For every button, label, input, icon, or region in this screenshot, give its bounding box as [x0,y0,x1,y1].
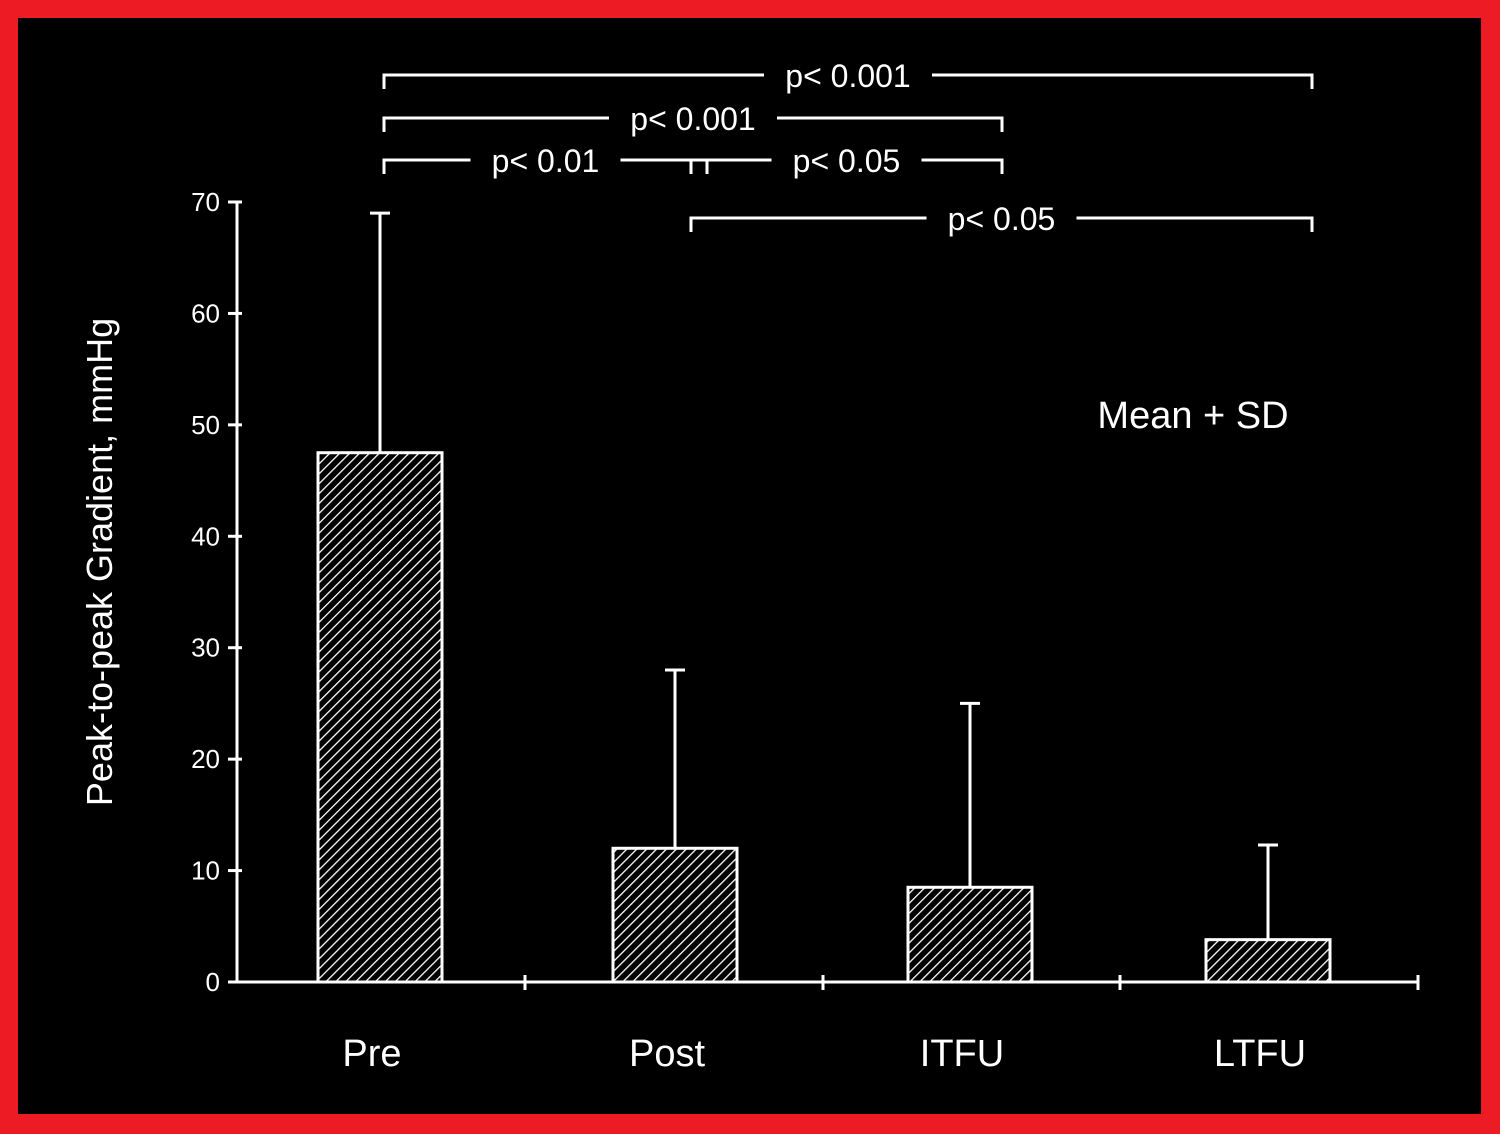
x-tick-label: Post [629,1033,705,1075]
bar-itfu [906,885,1034,984]
y-tick-label: 30 [191,633,220,663]
significance-label: p< 0.05 [793,143,901,179]
y-tick-label: 40 [191,521,220,551]
plot-background [18,18,1481,1114]
significance-label: p< 0.05 [948,201,1056,237]
bar-post [611,846,739,984]
y-tick-label: 60 [191,298,220,328]
significance-bracket [382,116,1004,132]
bar-pre [316,451,444,984]
significance-label: p< 0.001 [785,58,910,94]
y-tick-label: 0 [206,967,220,997]
y-tick-label: 10 [191,856,220,886]
significance-label: p< 0.01 [492,143,600,179]
y-tick-label: 50 [191,410,220,440]
x-tick-label: LTFU [1214,1033,1306,1075]
y-tick-label: 70 [191,187,220,217]
mean-sd-annotation: Mean + SD [1097,395,1288,437]
y-tick-label: 20 [191,744,220,774]
significance-bracket [689,216,1314,232]
bar-ltfu [1204,938,1332,984]
significance-label: p< 0.001 [630,101,755,137]
x-tick-label: ITFU [920,1033,1004,1075]
y-axis-label: Peak-to-peak Gradient, mmHg [79,318,120,806]
significance-bracket [382,73,1314,89]
significance-bracket [689,158,1004,174]
x-tick-label: Pre [342,1033,401,1075]
